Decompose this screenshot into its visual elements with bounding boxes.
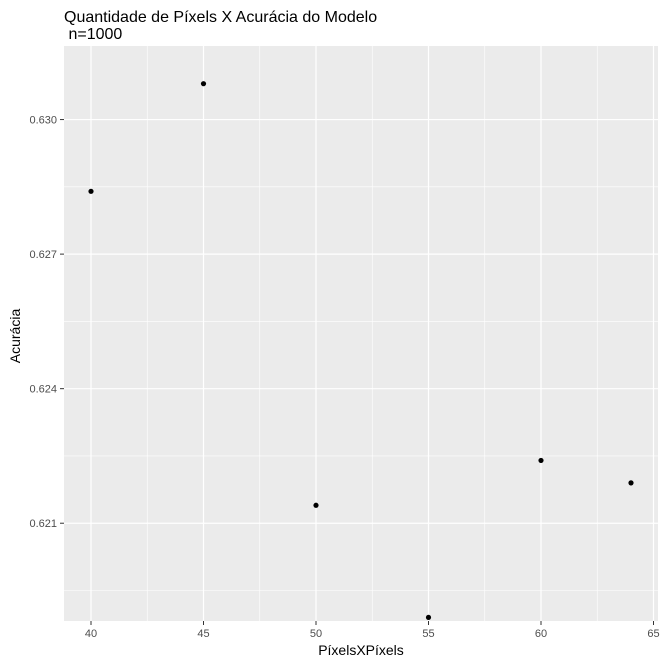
y-tick-label: 0.621 [29, 518, 57, 530]
chart-title: Quantidade de Píxels X Acurácia do Model… [64, 9, 378, 26]
x-tick-label: 65 [647, 628, 659, 640]
data-point [313, 502, 319, 508]
y-tick-label: 0.630 [29, 115, 57, 127]
y-tick-label: 0.624 [29, 384, 57, 396]
chart-subtitle: n=1000 [64, 26, 123, 43]
data-point [538, 457, 544, 464]
data-point [88, 188, 94, 194]
x-tick-label: 45 [197, 628, 209, 640]
x-tick-label: 50 [310, 628, 322, 640]
y-tick-label: 0.627 [29, 249, 57, 261]
data-point [200, 81, 207, 87]
data-point [425, 614, 432, 621]
plot-panel [64, 46, 658, 621]
x-tick-label: 40 [85, 628, 97, 640]
x-tick-label: 60 [535, 628, 547, 640]
data-point [628, 480, 634, 486]
x-axis-label: PíxelsXPíxels [318, 642, 404, 658]
x-tick-label: 55 [422, 628, 434, 640]
